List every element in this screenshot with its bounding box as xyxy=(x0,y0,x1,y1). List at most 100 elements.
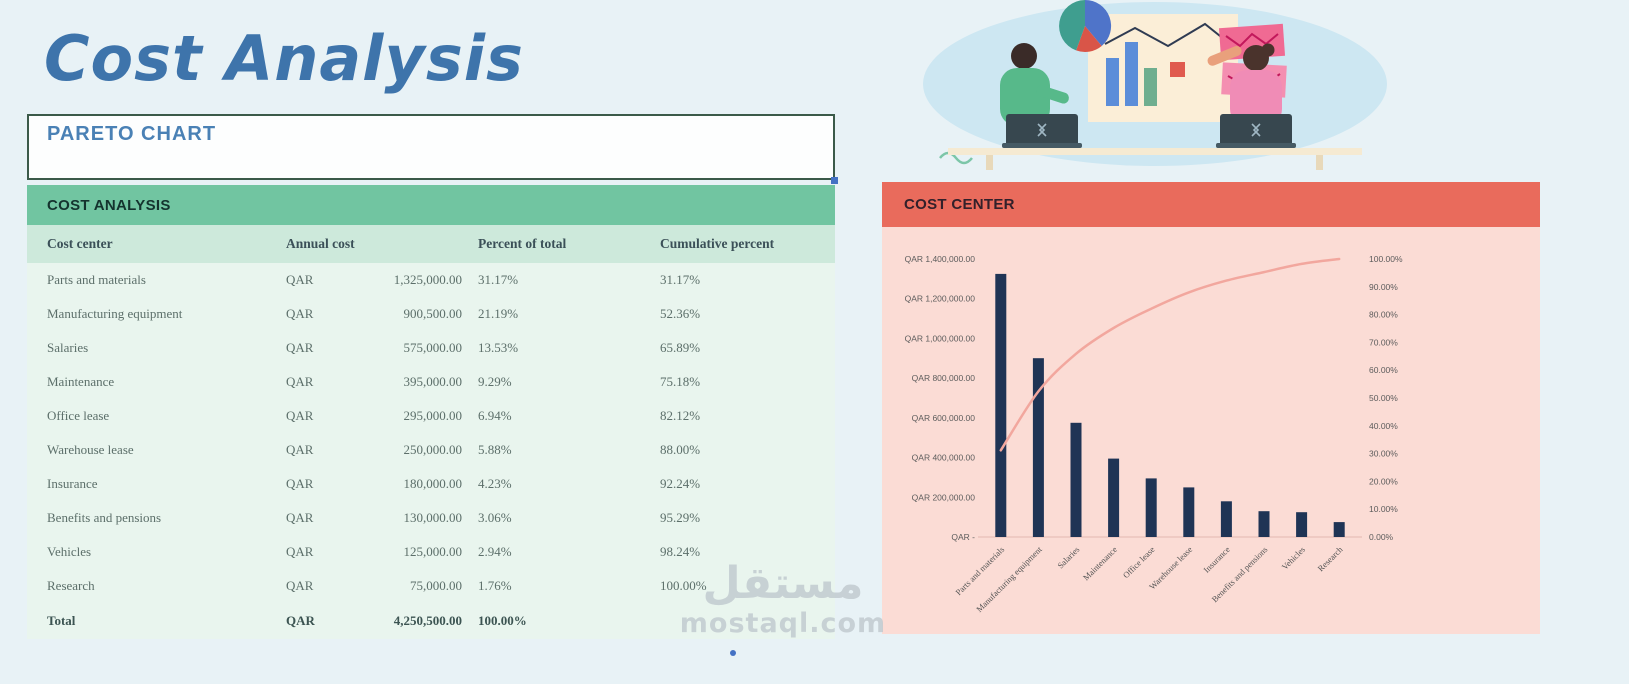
percent-cell: 6.94% xyxy=(478,408,512,423)
left-axis-tick-label: QAR 400,000.00 xyxy=(912,453,976,463)
amount-cell: 180,000.00 xyxy=(403,476,463,491)
cumulative-cell: 82.12% xyxy=(660,408,701,423)
table-row: Warehouse lease QAR 250,000.00 5.88% 88.00% xyxy=(27,433,835,467)
currency-cell: QAR xyxy=(286,476,314,491)
right-axis-tick-label: 30.00% xyxy=(1369,449,1398,459)
person-right xyxy=(1207,43,1282,126)
percent-cell: 3.06% xyxy=(478,510,512,525)
total-percent: 100.00% xyxy=(478,613,527,628)
squiggle-decoration xyxy=(939,151,973,165)
illustration-svg xyxy=(923,0,1387,170)
left-axis-tick-label: QAR 200,000.00 xyxy=(912,492,976,502)
left-axis-tick-label: QAR - xyxy=(951,532,975,542)
cost-center-cell: Parts and materials xyxy=(47,272,146,287)
page-title: Cost Analysis xyxy=(44,22,524,95)
currency-cell: QAR xyxy=(286,340,314,355)
category-label: Research xyxy=(1316,544,1346,574)
amount-cell: 900,500.00 xyxy=(403,306,463,321)
laptop-left xyxy=(1002,114,1082,148)
table-row: Research QAR 75,000.00 1.76% 100.00% xyxy=(27,569,835,603)
cost-center-cell: Manufacturing equipment xyxy=(47,306,183,321)
selection-handle[interactable] xyxy=(831,177,838,184)
left-axis-tick-label: QAR 800,000.00 xyxy=(912,373,976,383)
table-body: Parts and materials QAR 1,325,000.00 31.17%… xyxy=(27,263,835,603)
col-header-cumulative: Cumulative percent xyxy=(660,236,775,251)
category-label: Office lease xyxy=(1121,544,1157,580)
cumulative-cell: 75.18% xyxy=(660,374,701,389)
pareto-chart-label: PARETO CHART xyxy=(47,123,217,145)
table-row: Salaries QAR 575,000.00 13.53% 65.89% xyxy=(27,331,835,365)
currency-cell: QAR xyxy=(286,442,314,457)
currency-cell: QAR xyxy=(286,578,314,593)
cost-center-panel: COST CENTER QAR - QAR 200,000.00 QAR 400,0… xyxy=(882,182,1540,634)
right-axis-tick-label: 60.00% xyxy=(1369,365,1398,375)
table-section-title: COST ANALYSIS xyxy=(47,196,171,214)
amount-cell: 250,000.00 xyxy=(403,442,463,457)
percent-cell: 5.88% xyxy=(478,442,512,457)
amount-cell: 395,000.00 xyxy=(403,374,463,389)
presentation-board xyxy=(1088,14,1238,122)
pareto-bar xyxy=(1220,501,1232,537)
selection-handle-bottom[interactable] xyxy=(730,650,736,656)
right-axis-tick-label: 0.00% xyxy=(1369,532,1394,542)
table-row: Parts and materials QAR 1,325,000.00 31.17%… xyxy=(27,263,835,297)
left-axis-tick-label: QAR 600,000.00 xyxy=(912,413,976,423)
cumulative-cell: 65.89% xyxy=(660,340,701,355)
cumulative-percent-line xyxy=(999,257,1341,452)
pareto-bar xyxy=(1145,478,1157,537)
col-header-annual-cost: Annual cost xyxy=(286,236,355,251)
pareto-bar xyxy=(1183,487,1195,537)
desk-leg-right xyxy=(1316,155,1323,170)
cost-center-cell: Warehouse lease xyxy=(47,442,134,457)
category-label: Manufacturing equipment xyxy=(974,544,1044,614)
table-row: Office lease QAR 295,000.00 6.94% 82.12% xyxy=(27,399,835,433)
left-axis-tick-label: QAR 1,200,000.00 xyxy=(905,294,976,304)
pareto-chart-label-box: PARETO CHART xyxy=(27,114,835,180)
amount-cell: 75,000.00 xyxy=(410,578,462,593)
table-row: Vehicles QAR 125,000.00 2.94% 98.24% xyxy=(27,535,835,569)
currency-cell: QAR xyxy=(286,544,314,559)
table-row: Benefits and pensions QAR 130,000.00 3.06% 9… xyxy=(27,501,835,535)
cost-center-cell: Insurance xyxy=(47,476,98,491)
left-axis-tick-label: QAR 1,000,000.00 xyxy=(905,333,976,343)
right-axis-tick-label: 20.00% xyxy=(1369,476,1398,486)
cost-center-cell: Maintenance xyxy=(47,374,115,389)
percent-cell: 9.29% xyxy=(478,374,512,389)
pareto-bar xyxy=(1258,511,1270,537)
pareto-bar xyxy=(995,273,1007,537)
col-header-percent: Percent of total xyxy=(478,236,567,251)
right-axis-tick-label: 10.00% xyxy=(1369,504,1398,514)
cost-center-cell: Benefits and pensions xyxy=(47,510,162,525)
right-axis-tick-label: 100.00% xyxy=(1369,254,1403,264)
table-row: Maintenance QAR 395,000.00 9.29% 75.18% xyxy=(27,365,835,399)
amount-cell: 295,000.00 xyxy=(403,408,463,423)
total-label: Total xyxy=(47,613,76,628)
right-axis-tick-label: 50.00% xyxy=(1369,393,1398,403)
currency-cell: QAR xyxy=(286,306,314,321)
chart-panel-title: COST CENTER xyxy=(904,196,1015,213)
total-currency: QAR xyxy=(286,613,315,628)
right-axis-tick-label: 70.00% xyxy=(1369,337,1398,347)
cost-center-cell: Office lease xyxy=(47,408,110,423)
total-amount: 4,250,500.00 xyxy=(393,613,462,628)
percent-cell: 31.17% xyxy=(478,272,519,287)
percent-cell: 4.23% xyxy=(478,476,512,491)
pareto-bar xyxy=(1032,358,1044,537)
amount-cell: 130,000.00 xyxy=(403,510,463,525)
pareto-bar xyxy=(1296,512,1308,537)
amount-cell: 575,000.00 xyxy=(403,340,463,355)
cumulative-cell: 88.00% xyxy=(660,442,701,457)
cost-center-cell: Vehicles xyxy=(47,544,92,559)
team-analytics-illustration xyxy=(920,0,1390,172)
category-label: Insurance xyxy=(1201,544,1232,575)
chart-panel-header: COST CENTER xyxy=(882,182,1540,227)
col-header-cost-center: Cost center xyxy=(47,236,113,251)
right-axis-tick-label: 80.00% xyxy=(1369,310,1398,320)
table-header-row: Cost center Annual cost Percent of total… xyxy=(27,225,835,263)
person-left xyxy=(1000,43,1069,126)
cost-center-cell: Research xyxy=(47,578,95,593)
pareto-bar xyxy=(1108,458,1120,537)
percent-cell: 2.94% xyxy=(478,544,512,559)
category-label: Maintenance xyxy=(1081,544,1119,582)
